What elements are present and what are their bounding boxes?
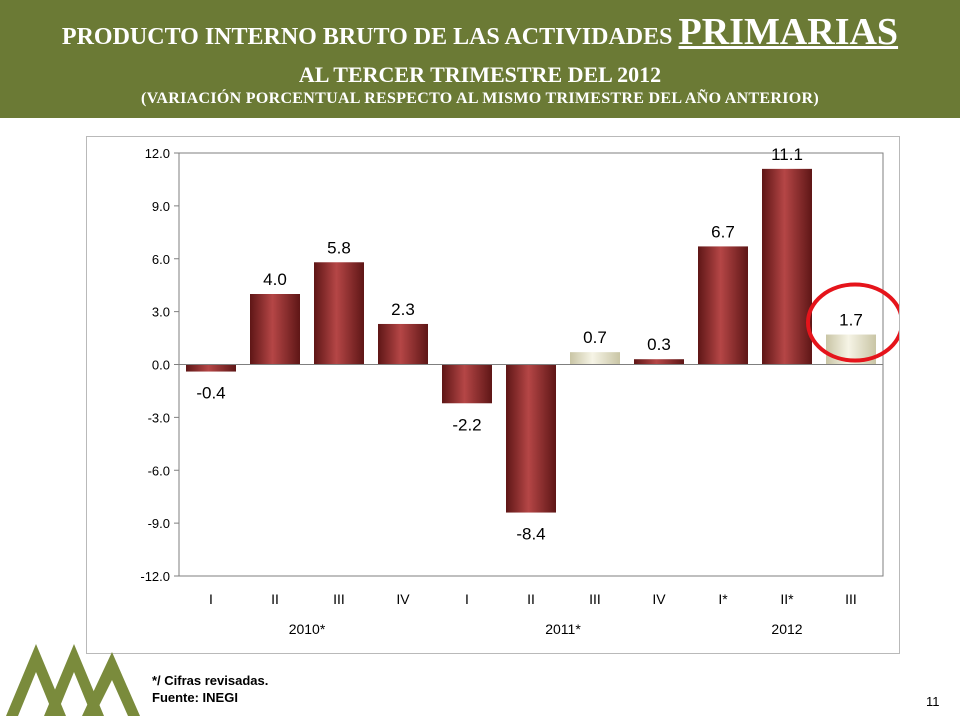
value-label: 11.1: [771, 145, 803, 164]
y-tick-label: 3.0: [152, 305, 170, 320]
value-label: -0.4: [196, 384, 225, 403]
category-label: III: [589, 591, 601, 607]
title-banner: PRODUCTO INTERNO BRUTO DE LAS ACTIVIDADE…: [0, 0, 960, 118]
footnote-revised: */ Cifras revisadas.: [152, 673, 269, 688]
inegi-logo-icon: [6, 644, 140, 716]
title-line-3: (VARIACIÓN PORCENTUAL RESPECTO AL MISMO …: [140, 90, 819, 107]
y-tick-label: 0.0: [152, 358, 170, 373]
value-label: 0.7: [583, 328, 607, 347]
bar: [250, 294, 300, 365]
value-label: -2.2: [452, 415, 481, 434]
y-tick-label: 12.0: [145, 146, 170, 161]
y-tick-label: -3.0: [148, 410, 170, 425]
category-label: III: [333, 591, 345, 607]
group-label: 2010*: [289, 621, 326, 637]
value-label: 1.7: [839, 311, 863, 330]
y-tick-label: -6.0: [148, 463, 170, 478]
title-line-1: PRODUCTO INTERNO BRUTO DE LAS ACTIVIDADE…: [0, 10, 960, 54]
bar: [186, 364, 236, 372]
value-label: 2.3: [391, 300, 415, 319]
bar: [762, 168, 812, 365]
bar: [506, 364, 556, 513]
chart-container: 12.0 9.0 6.0 3.0 0.0 -3.0 -6.0 -9.0 -12.0 -0.4 I 4.…: [86, 136, 900, 654]
category-label: I: [465, 591, 469, 607]
group-label: 2011*: [545, 621, 581, 637]
bar: [314, 262, 364, 365]
value-label: 6.7: [711, 222, 735, 241]
category-label: II: [527, 591, 535, 607]
value-label: 5.8: [327, 238, 351, 257]
category-label: IV: [396, 591, 410, 607]
footnote: */ Cifras revisadas. Fuente: INEGI: [152, 672, 268, 706]
y-tick-label: -9.0: [148, 516, 170, 531]
footnote-source: Fuente: INEGI: [152, 690, 238, 705]
title-prefix: PRODUCTO INTERNO BRUTO DE LAS ACTIVIDADE…: [61, 24, 673, 50]
y-tick-label: -12.0: [140, 569, 170, 584]
category-label: III: [845, 591, 857, 607]
y-tick-label: 9.0: [152, 199, 170, 214]
bar: [442, 364, 492, 404]
group-label: 2012: [771, 621, 802, 637]
value-label: 4.0: [263, 270, 287, 289]
page-number: 11: [926, 694, 940, 709]
category-label: IV: [652, 591, 666, 607]
bar: [634, 359, 684, 365]
bar-chart: 12.0 9.0 6.0 3.0 0.0 -3.0 -6.0 -9.0 -12.0 -0.4 I 4.…: [140, 145, 899, 637]
category-label: I*: [718, 591, 728, 607]
value-label: 0.3: [647, 335, 671, 354]
bar: [570, 352, 620, 365]
highlight-ring: [806, 282, 899, 363]
category-label: II: [271, 591, 279, 607]
category-label: I: [209, 591, 213, 607]
bar: [698, 246, 748, 365]
value-label: -8.4: [516, 525, 545, 544]
bar: [378, 323, 428, 365]
title-line-2: AL TERCER TRIMESTRE DEL 2012: [298, 62, 662, 87]
y-tick-label: 6.0: [152, 252, 170, 267]
title-emphasis: PRIMARIAS: [678, 11, 899, 53]
category-label: II*: [780, 591, 794, 607]
